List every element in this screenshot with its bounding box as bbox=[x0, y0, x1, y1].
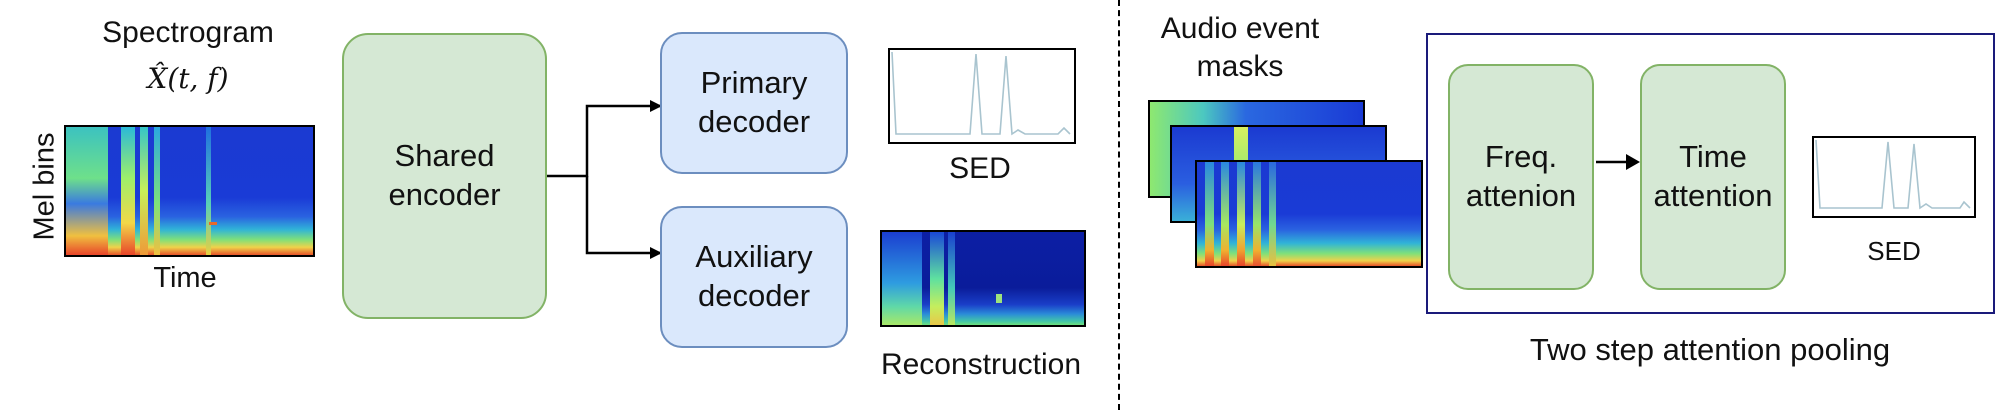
freq-attention-label-2: attenion bbox=[1465, 178, 1577, 213]
reconstruction-label: Reconstruction bbox=[880, 348, 1082, 381]
sed-plot-primary bbox=[888, 48, 1076, 144]
mel-bins-label: Mel bins bbox=[28, 132, 61, 241]
masks-label-1: Audio event bbox=[1160, 12, 1320, 45]
primary-decoder-label-1: Primary bbox=[700, 65, 808, 101]
reconstruction-spectrogram bbox=[880, 230, 1086, 327]
sed-curve-icon-pooling bbox=[1815, 139, 1971, 210]
sed-curve-icon bbox=[891, 51, 1071, 136]
spectrogram-title: Spectrogram bbox=[102, 16, 274, 49]
encoder-to-decoder-arrows bbox=[547, 100, 662, 259]
time-label: Time bbox=[153, 262, 217, 294]
shared-encoder-label-1: Shared bbox=[394, 138, 495, 174]
time-attention-label-1: Time bbox=[1679, 139, 1747, 175]
auxiliary-decoder-label-1: Auxiliary bbox=[695, 239, 813, 275]
attention-pooling-frame bbox=[1426, 33, 1995, 314]
mask-layer-front bbox=[1195, 160, 1423, 268]
auxiliary-decoder-label-2: decoder bbox=[697, 278, 811, 313]
freq-attention-label-1: Freq. bbox=[1484, 139, 1558, 175]
shared-encoder-label-2: encoder bbox=[388, 177, 501, 212]
sed-plot-pooling bbox=[1812, 136, 1976, 218]
freq-attention-block: Freq. attenion bbox=[1448, 64, 1594, 290]
auxiliary-decoder-block: Auxiliary decoder bbox=[660, 206, 848, 348]
time-attention-block: Time attention bbox=[1640, 64, 1786, 290]
input-spectrogram bbox=[64, 125, 315, 257]
masks-label-2: masks bbox=[1196, 50, 1284, 83]
shared-encoder-block: Shared encoder bbox=[342, 33, 547, 319]
pooling-caption: Two step attention pooling bbox=[1529, 332, 1891, 367]
section-divider bbox=[1118, 0, 1120, 410]
primary-decoder-label-2: decoder bbox=[697, 104, 811, 139]
time-attention-label-2: attention bbox=[1653, 178, 1773, 213]
primary-decoder-block: Primary decoder bbox=[660, 32, 848, 174]
spectrogram-symbol: X̂(t, f) bbox=[147, 62, 229, 95]
sed-label-primary: SED bbox=[949, 152, 1011, 185]
freq-to-time-arrow bbox=[1596, 154, 1640, 170]
sed-label-pooling: SED bbox=[1867, 236, 1921, 266]
